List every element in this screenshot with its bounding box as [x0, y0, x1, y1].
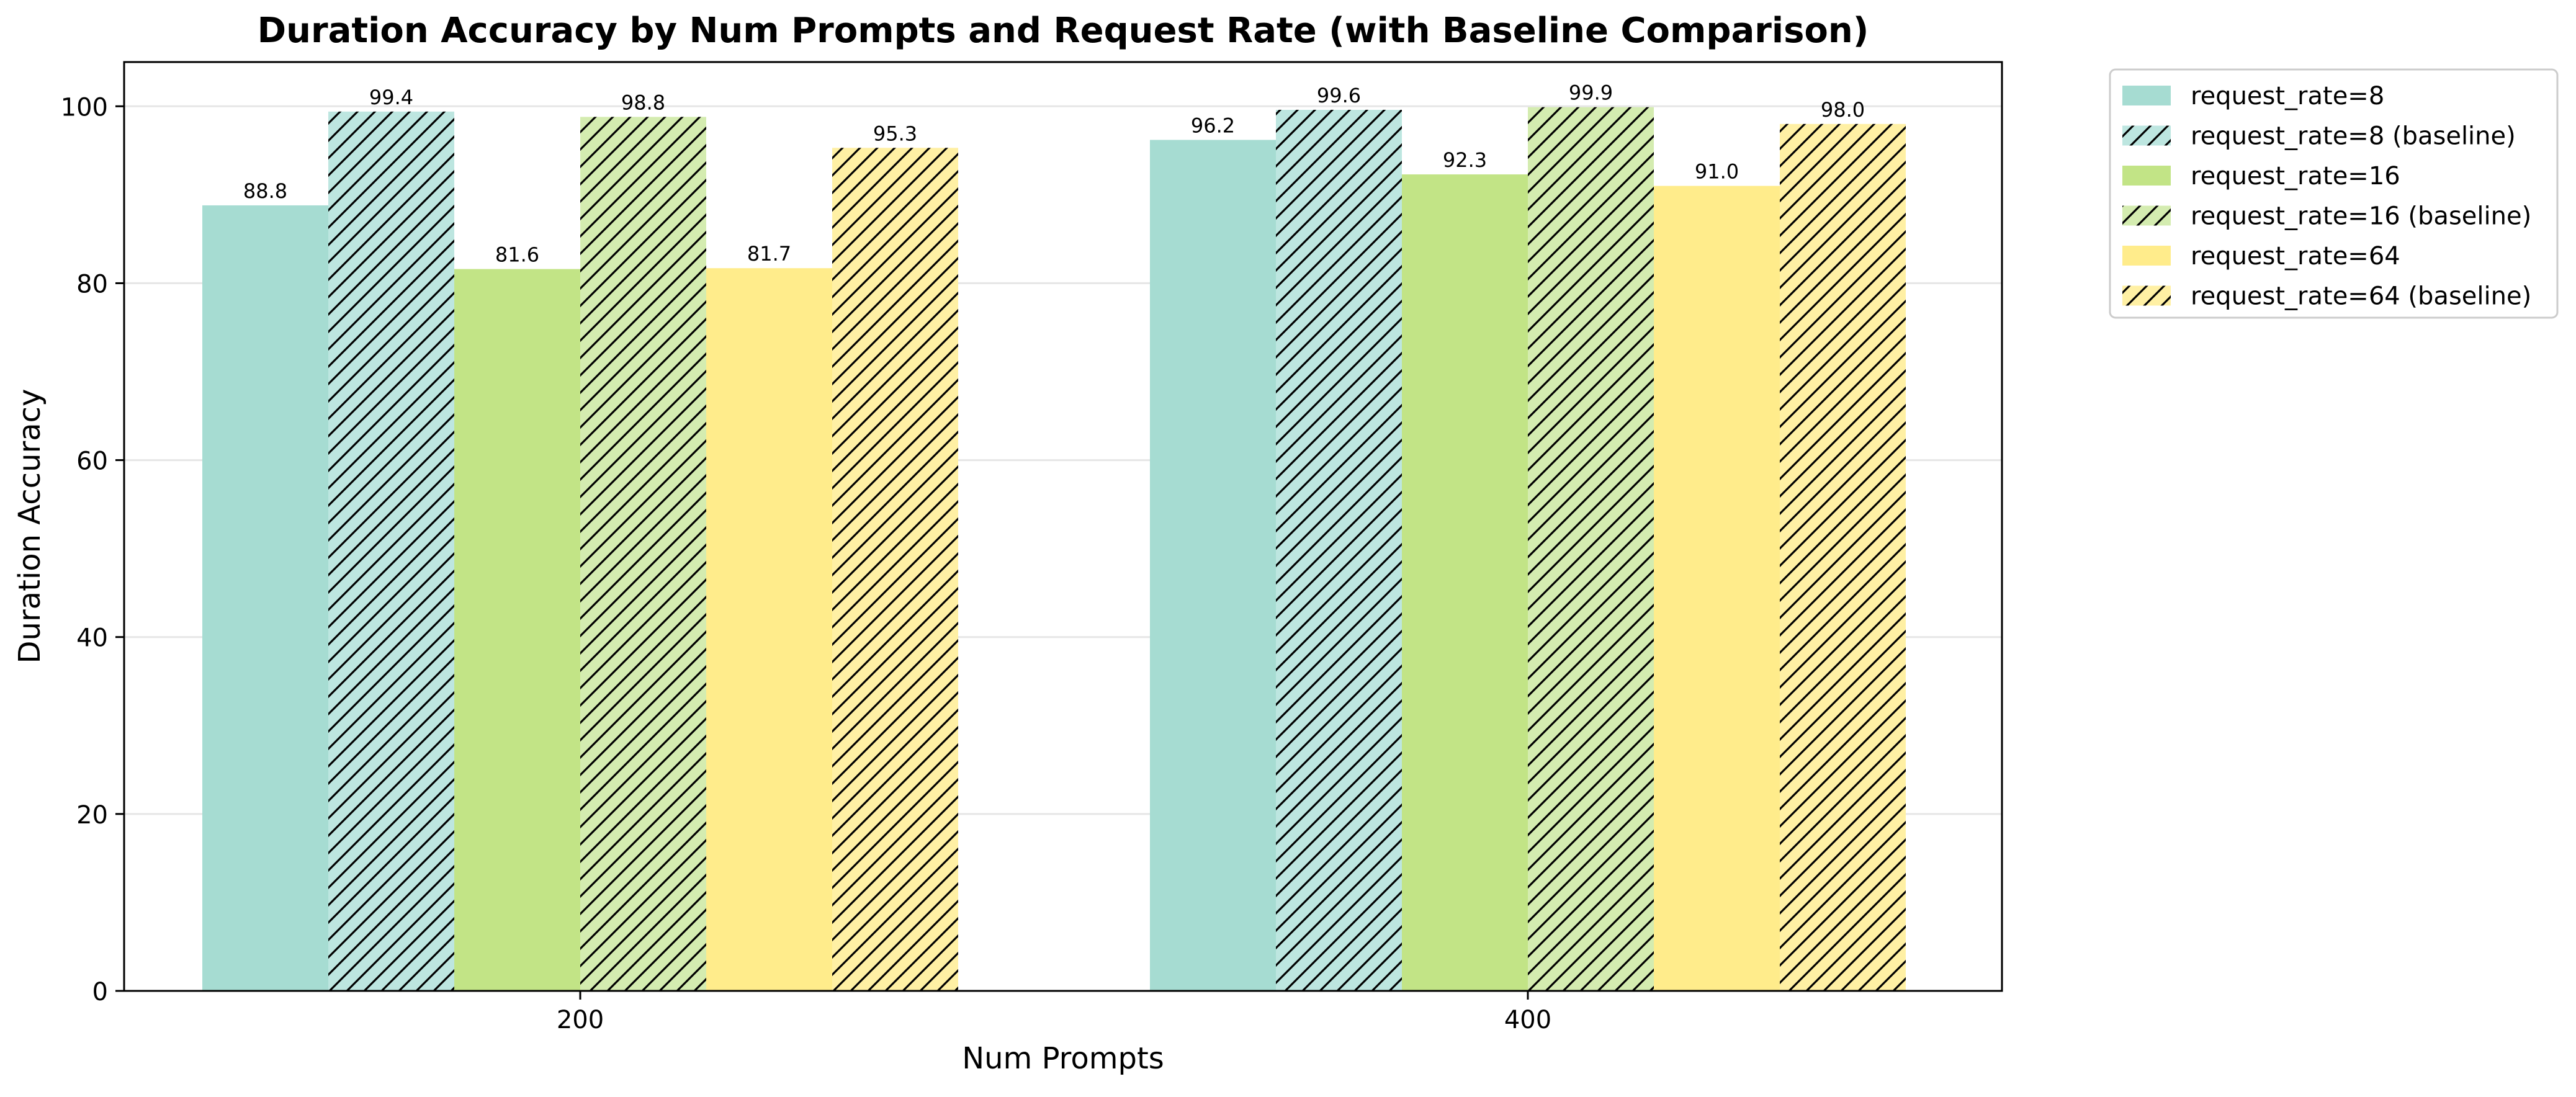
y-tick-label: 80	[76, 270, 108, 298]
bar	[1150, 140, 1276, 991]
legend-swatch	[2122, 166, 2171, 186]
y-tick-label: 60	[76, 447, 108, 476]
plot-frame	[123, 61, 2003, 992]
legend-label: request_rate=16	[2191, 162, 2400, 190]
bar	[706, 268, 832, 992]
x-axis-label: Num Prompts	[962, 1041, 1164, 1076]
bar-value-label: 81.7	[747, 242, 791, 266]
bar-value-label: 98.8	[621, 91, 665, 114]
x-tick-label: 200	[557, 1006, 604, 1034]
legend-label: request_rate=64	[2191, 242, 2400, 271]
bar-value-label: 98.0	[1821, 98, 1865, 122]
bar-hatch	[328, 111, 454, 992]
y-axis-ticks: 0 20 40 60 80 100	[61, 93, 124, 1006]
bar-hatch	[1276, 109, 1402, 992]
legend-label: request_rate=8	[2191, 82, 2384, 110]
legend-label: request_rate=8 (baseline)	[2191, 122, 2516, 151]
bar	[1654, 186, 1780, 992]
y-tick-label: 0	[92, 978, 108, 1006]
legend-items: request_rate=8 request_rate=8 (baseline) r…	[2122, 82, 2531, 311]
legend-swatch-hatch	[2122, 285, 2171, 306]
chart-title: Duration Accuracy by Num Prompts and Req…	[258, 11, 1869, 51]
legend-swatch	[2122, 246, 2171, 266]
bar-value-label: 92.3	[1443, 148, 1487, 172]
bar	[202, 205, 328, 992]
legend-swatch-hatch	[2122, 205, 2171, 226]
legend-swatch-hatch	[2122, 125, 2171, 146]
bar-value-label: 91.0	[1695, 160, 1739, 184]
bar-value-label: 96.2	[1191, 114, 1235, 137]
x-tick-label: 400	[1504, 1006, 1551, 1034]
data-labels: 88.8 96.2 99.4 99.6 81.6 92.3 98.8 99.9 81.7 91.0…	[243, 81, 1865, 267]
bar-hatch	[1528, 107, 1654, 991]
bar-hatch	[580, 117, 706, 991]
legend: request_rate=8 request_rate=8 (baseline) r…	[2109, 68, 2559, 319]
bar-hatch	[1780, 123, 1906, 991]
y-tick-label: 40	[76, 624, 108, 653]
bar-value-label: 99.4	[369, 86, 413, 109]
bar-hatch	[832, 148, 958, 991]
y-tick-label: 100	[61, 93, 108, 122]
x-axis-ticks: 200 400	[557, 991, 1551, 1034]
y-axis-label: Duration Accuracy	[12, 389, 47, 664]
bars	[202, 107, 1906, 992]
bar-value-label: 95.3	[873, 122, 917, 145]
bar-value-label: 88.8	[243, 179, 287, 203]
legend-label: request_rate=16 (baseline)	[2191, 202, 2531, 231]
bar-value-label: 99.6	[1317, 84, 1361, 107]
bar	[1402, 174, 1528, 992]
y-tick-label: 20	[76, 801, 108, 830]
bar-value-label: 99.9	[1569, 81, 1613, 105]
legend-label: request_rate=64 (baseline)	[2191, 282, 2531, 311]
bar-value-label: 81.6	[495, 243, 539, 267]
bar	[454, 269, 580, 991]
legend-frame	[2109, 68, 2559, 319]
legend-swatch	[2122, 86, 2171, 105]
